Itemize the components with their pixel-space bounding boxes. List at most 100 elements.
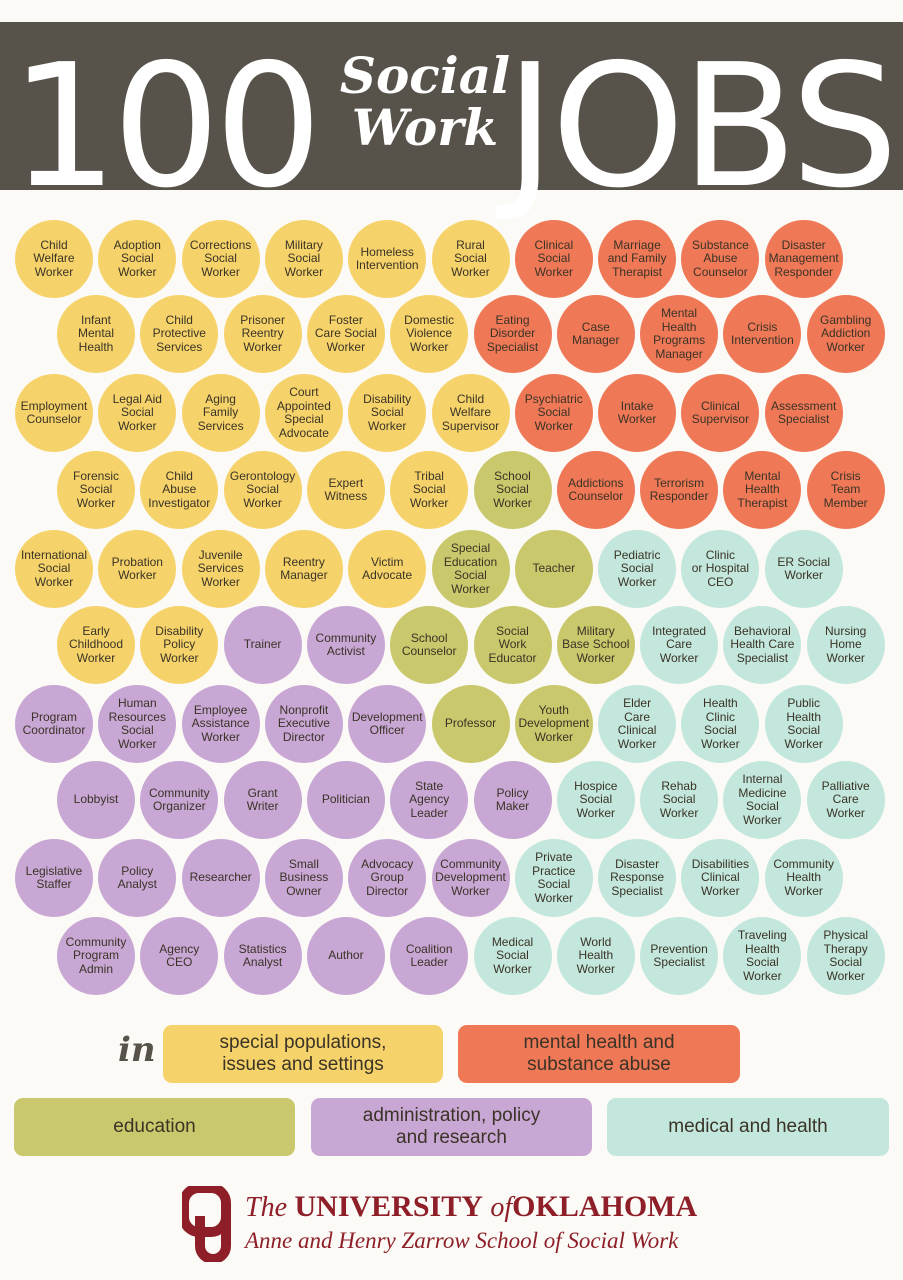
job-circle: Nonprofit Executive Director [264, 685, 343, 763]
job-circle: Intake Worker [598, 374, 677, 452]
job-circle: Child Protective Services [140, 295, 219, 373]
job-circle: Forensic Social Worker [57, 451, 135, 529]
job-circle: Youth Development Worker [514, 685, 593, 763]
job-circle: Rural Social Worker [431, 220, 510, 298]
job-circle: Researcher [181, 839, 260, 917]
job-circle: Small Business Owner [264, 839, 343, 917]
job-circle: Expert Witness [306, 451, 385, 529]
job-circle: Coalition Leader [390, 917, 469, 995]
legend-in-label: in [118, 1030, 156, 1070]
title-banner: 100 Social Work JOBS [0, 22, 903, 212]
job-circle: Psychiatric Social Worker [514, 374, 593, 452]
university-word: UNIVERSITY [294, 1190, 483, 1223]
job-circle: Community Activist [306, 606, 385, 684]
job-circle: Disaster Response Specialist [598, 839, 677, 917]
job-circle: Domestic Violence Worker [390, 295, 469, 373]
job-circle: Community Organizer [140, 761, 219, 839]
job-circle: Clinical Social Worker [514, 220, 593, 298]
job-circle: Employee Assistance Worker [181, 685, 260, 763]
job-circle: Physical Therapy Social Worker [806, 917, 885, 995]
job-circle: Internal Medicine Social Worker [723, 761, 802, 839]
job-circle: Author [306, 917, 385, 995]
job-circle: Disaster Management Responder [764, 220, 843, 298]
job-circle: International Social Worker [15, 530, 93, 608]
job-circle: Lobbyist [57, 761, 135, 839]
job-circle: Community Program Admin [57, 917, 135, 995]
job-circle: School Social Worker [473, 451, 552, 529]
job-circle: Addictions Counselor [556, 451, 635, 529]
job-circle: Marriage and Family Therapist [598, 220, 677, 298]
job-circle: Gerontology Social Worker [223, 451, 302, 529]
job-circle: Substance Abuse Counselor [681, 220, 760, 298]
job-circle: Statistics Analyst [223, 917, 302, 995]
job-circle: Community Development Worker [431, 839, 510, 917]
job-circle: Clinic or Hospital CEO [681, 530, 760, 608]
legend-item: medical and health [607, 1098, 889, 1156]
job-circle: Trainer [223, 606, 302, 684]
job-circle: Crisis Intervention [723, 295, 802, 373]
job-circle: Public Health Social Worker [764, 685, 843, 763]
job-circle: Tribal Social Worker [390, 451, 469, 529]
job-circle: Disability Policy Worker [140, 606, 219, 684]
ou-logo-icon [182, 1186, 231, 1262]
job-circle: Health Clinic Social Worker [681, 685, 760, 763]
job-circle: Victim Advocate [348, 530, 427, 608]
university-name: The UNIVERSITY ofOKLAHOMA [245, 1190, 697, 1224]
job-circle: Clinical Supervisor [681, 374, 760, 452]
job-circle: Child Welfare Worker [15, 220, 93, 298]
job-circle: Policy Analyst [98, 839, 177, 917]
job-circle: Crisis Team Member [806, 451, 885, 529]
job-circle: Grant Writer [223, 761, 302, 839]
legend-item: special populations, issues and settings [163, 1025, 443, 1083]
job-circle: Medical Social Worker [473, 917, 552, 995]
job-circle: Legislative Staffer [15, 839, 93, 917]
job-circle: Integrated Care Worker [640, 606, 719, 684]
job-circle: Case Manager [556, 295, 635, 373]
job-circle: Court Appointed Special Advocate [264, 374, 343, 452]
job-circle: Rehab Social Worker [640, 761, 719, 839]
job-circle: Pediatric Social Worker [598, 530, 677, 608]
job-circle: Mental Health Programs Manager [640, 295, 719, 373]
job-circle: Employment Counselor [15, 374, 93, 452]
job-circle: Agency CEO [140, 917, 219, 995]
job-circle: Palliative Care Worker [806, 761, 885, 839]
job-circle: Elder Care Clinical Worker [598, 685, 677, 763]
school-name: Anne and Henry Zarrow School of Social W… [245, 1228, 679, 1253]
legend-item: mental health and substance abuse [458, 1025, 740, 1083]
job-circle: Military Base School Worker [556, 606, 635, 684]
job-circle: Eating Disorder Specialist [473, 295, 552, 373]
job-circle: Teacher [514, 530, 593, 608]
job-circle: Child Welfare Supervisor [431, 374, 510, 452]
job-circle: Prisoner Reentry Worker [223, 295, 302, 373]
job-circle: Assessment Specialist [764, 374, 843, 452]
job-circle: Nursing Home Worker [806, 606, 885, 684]
job-circle: Disability Social Worker [348, 374, 427, 452]
job-circle: Probation Worker [98, 530, 177, 608]
job-circle: Politician [306, 761, 385, 839]
title-social: Social [339, 46, 511, 105]
job-circle: Corrections Social Worker [181, 220, 260, 298]
job-circle: Special Education Social Worker [431, 530, 510, 608]
job-circle: Professor [431, 685, 510, 763]
legend-item: education [14, 1098, 295, 1156]
job-circle: Advocacy Group Director [348, 839, 427, 917]
job-circle: Traveling Health Social Worker [723, 917, 802, 995]
job-circle: Military Social Worker [264, 220, 343, 298]
title-jobs: JOBS [505, 28, 898, 226]
job-circle: Homeless Intervention [348, 220, 427, 298]
job-circle: Private Practice Social Worker [514, 839, 593, 917]
job-circle: Prevention Specialist [640, 917, 719, 995]
job-circle: Disabilities Clinical Worker [681, 839, 760, 917]
job-circle: Policy Maker [473, 761, 552, 839]
job-circle: Gambling Addiction Worker [806, 295, 885, 373]
job-circle: Hospice Social Worker [556, 761, 635, 839]
title-number: 100 [10, 28, 322, 226]
job-circle: Adoption Social Worker [98, 220, 177, 298]
job-circle: Community Health Worker [764, 839, 843, 917]
the-word: The [245, 1192, 287, 1223]
job-circle: Mental Health Therapist [723, 451, 802, 529]
legend-item: administration, policy and research [311, 1098, 592, 1156]
job-circle: Juvenile Services Worker [181, 530, 260, 608]
job-circle: World Health Worker [556, 917, 635, 995]
state-word: OKLAHOMA [512, 1190, 698, 1223]
